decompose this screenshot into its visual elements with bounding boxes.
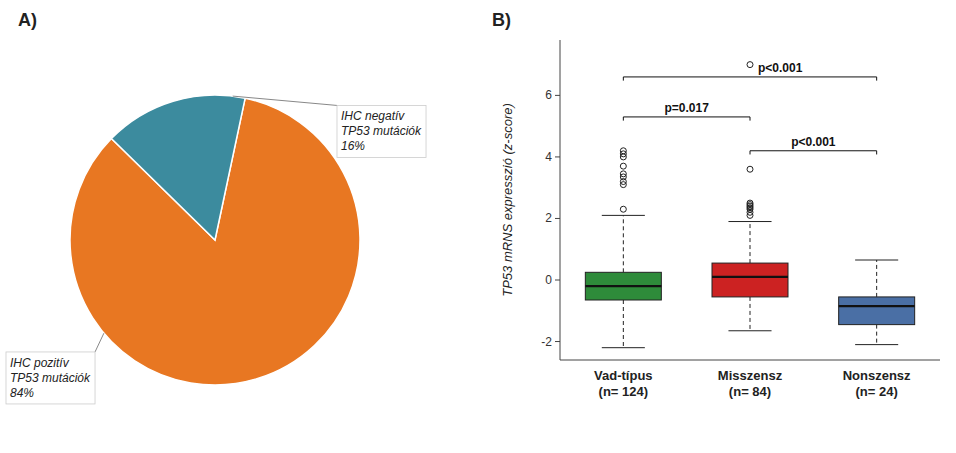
upper-cap (855, 260, 898, 261)
plot-area (585, 62, 914, 348)
text-line: IHC negatív (341, 109, 405, 123)
box-body (839, 297, 915, 325)
lower-whisker (750, 297, 751, 331)
leader-line (233, 96, 337, 105)
text-line: Misszensz (718, 368, 783, 383)
text-line: (n= 124) (599, 384, 649, 399)
panel-label: A) (18, 10, 37, 30)
text-line: TP53 mutációk (341, 124, 422, 138)
text-line: 84% (10, 386, 34, 400)
lower-whisker (876, 325, 877, 345)
flier (620, 148, 626, 154)
lower-cap (855, 344, 898, 345)
slice-label-group: IHC pozitívTP53 mutációk84% (6, 333, 104, 404)
median-line (712, 276, 788, 278)
lower-cap (728, 330, 771, 331)
slice-label-group: IHC negatívTP53 mutációk16% (233, 96, 426, 157)
upper-whisker (750, 222, 751, 264)
upper-cap (602, 215, 645, 216)
leader-line (95, 333, 104, 352)
text-line: Nonszensz (843, 368, 911, 383)
upper-whisker (623, 215, 624, 272)
text-line: (n= 24) (856, 384, 898, 399)
box (839, 260, 915, 345)
flier (620, 206, 626, 212)
flier (620, 171, 626, 177)
flier (747, 166, 753, 172)
significance-bracket (623, 77, 876, 81)
panel-label: B) (492, 10, 511, 30)
significance-label: p=0.017 (664, 101, 709, 115)
x-axis-line (560, 360, 940, 361)
significance-label: p<0.001 (758, 61, 803, 75)
x-tick-label: Nonszensz(n= 24) (843, 368, 911, 399)
box-body (712, 263, 788, 297)
box (585, 148, 661, 348)
text-line: Vad-típus (594, 368, 653, 383)
label-box (6, 352, 95, 404)
y-tick-label: 6 (545, 88, 552, 102)
text-line: TP53 mutációk (10, 371, 91, 385)
label-box (337, 105, 426, 157)
median-line (585, 285, 661, 287)
y-axis-line (560, 40, 561, 360)
text-line: (n= 84) (729, 384, 771, 399)
y-tick-label: 4 (545, 150, 552, 164)
x-tick-label: Misszensz(n= 84) (718, 368, 783, 399)
pie-slice (111, 95, 245, 240)
figure: A)IHC pozitívTP53 mutációk84%IHC negatív… (0, 0, 956, 453)
upper-cap (728, 221, 771, 222)
slice-label: IHC negatívTP53 mutációk16% (341, 109, 422, 153)
y-tick (555, 341, 560, 342)
x-tick-label: Vad-típus(n= 124) (594, 368, 653, 399)
text-line: IHC pozitív (10, 356, 70, 370)
upper-whisker (876, 260, 877, 297)
y-tick (555, 95, 560, 96)
y-tick-label: 0 (545, 273, 552, 287)
median-line (839, 305, 915, 307)
flier (620, 163, 626, 169)
significance-bracket (623, 117, 750, 121)
pie-panel: A)IHC pozitívTP53 mutációk84%IHC negatív… (6, 10, 426, 404)
y-tick (555, 280, 560, 281)
y-tick-label: -2 (541, 335, 552, 349)
flier (747, 200, 753, 206)
text-line: 16% (341, 139, 365, 153)
y-tick-label: 2 (545, 211, 552, 225)
box-body (585, 272, 661, 300)
box (712, 62, 788, 331)
y-axis-label: TP53 mRNS expresszió (z-score) (500, 103, 515, 297)
significance-label: p<0.001 (791, 135, 836, 149)
y-tick (555, 156, 560, 157)
y-tick (555, 218, 560, 219)
lower-cap (602, 347, 645, 348)
box-panel: B) -2 0 2 4 6 TP53 mRNS expresszió (z-score) Va… (492, 10, 940, 399)
slice-label: IHC pozitívTP53 mutációk84% (10, 356, 91, 400)
lower-whisker (623, 300, 624, 348)
flier (747, 62, 753, 68)
significance-bracket (750, 151, 877, 155)
